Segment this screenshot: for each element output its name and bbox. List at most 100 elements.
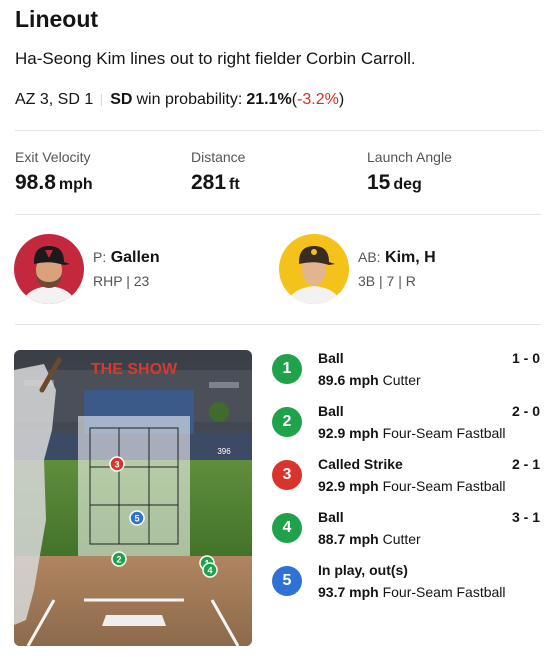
tree-icon	[209, 402, 229, 422]
win-probability-paren-open: (	[291, 91, 298, 108]
pitcher-detail: RHP | 23	[93, 273, 150, 289]
pitch-type: Cutter	[382, 372, 421, 388]
pitch-number-badge: 2	[272, 407, 302, 437]
pitch-count: 1 - 0	[511, 350, 540, 366]
win-probability-team: SD	[110, 91, 133, 108]
pitch-text: Ball 2 - 0 92.9 mph Four-Seam Fastball	[318, 400, 540, 441]
pitch-result: Ball	[318, 350, 344, 366]
stat-launch-angle: Launch Angle 15 deg	[367, 149, 452, 195]
win-probability-paren-close: )	[338, 91, 345, 108]
stat-unit: ft	[229, 176, 240, 193]
pitch-row-3[interactable]: 3 Called Strike 2 - 1 92.9 mph Four-Seam …	[272, 453, 540, 506]
batter-name: Kim, H	[385, 249, 436, 266]
batter-silhouette	[14, 364, 56, 625]
strike-zone-box	[78, 416, 190, 556]
stat-label: Distance	[191, 149, 246, 165]
pitch-marker-2: 2	[111, 551, 127, 567]
pitch-text: In play, out(s) 93.7 mph Four-Seam Fastb…	[318, 559, 540, 600]
stat-unit: deg	[393, 176, 422, 193]
pitch-row-1[interactable]: 1 Ball 1 - 0 89.6 mph Cutter	[272, 347, 540, 400]
pitcher-card[interactable]: P: Gallen RHP | 23	[14, 234, 160, 304]
play-title: Lineout	[15, 6, 99, 32]
pitch-number-badge: 5	[272, 566, 302, 596]
pitch-result-row: Ball 2 - 0	[318, 403, 540, 419]
win-probability-label: win probability:	[136, 91, 243, 108]
batter-headshot-icon	[279, 234, 349, 304]
stat-label: Exit Velocity	[15, 149, 91, 165]
divider	[15, 324, 541, 325]
strike-zone-grid	[90, 428, 178, 544]
stat-value-row: 15 deg	[367, 171, 452, 195]
pitch-count: 2 - 1	[511, 456, 540, 472]
pitch-result-row: Ball 1 - 0	[318, 350, 540, 366]
stat-value: 98.8	[15, 171, 56, 194]
pitch-type: Cutter	[382, 531, 421, 547]
pitch-speed: 88.7 mph	[318, 531, 379, 547]
pitch-marker-label: 4	[207, 566, 212, 576]
stat-exit-velocity: Exit Velocity 98.8 mph	[15, 149, 93, 195]
pitch-detail-row: 92.9 mph Four-Seam Fastball	[318, 425, 540, 441]
scoreboard-text: 396	[217, 447, 231, 456]
pitch-result: Ball	[318, 509, 344, 525]
batter-role: AB:	[358, 249, 381, 265]
pitch-marker-label: 3	[114, 460, 119, 470]
pitch-detail-row: 93.7 mph Four-Seam Fastball	[318, 584, 540, 600]
batter-info: AB: Kim, H 3B | 7 | R	[358, 249, 436, 289]
pitch-row-5[interactable]: 5 In play, out(s) 93.7 mph Four-Seam Fas…	[272, 559, 540, 612]
batter-card[interactable]: AB: Kim, H 3B | 7 | R	[279, 234, 436, 304]
pitch-speed: 93.7 mph	[318, 584, 379, 600]
pitch-count: 3 - 1	[511, 509, 540, 525]
stat-value-row: 98.8 mph	[15, 171, 93, 195]
strike-zone	[89, 427, 179, 545]
stat-label: Launch Angle	[367, 149, 452, 165]
home-plate-icon	[102, 615, 166, 626]
pitch-row-4[interactable]: 4 Ball 3 - 1 88.7 mph Cutter	[272, 506, 540, 559]
pitch-speed: 89.6 mph	[318, 372, 379, 388]
pitch-type: Four-Seam Fastball	[382, 478, 506, 494]
pitch-list: 1 Ball 1 - 0 89.6 mph Cutter 2 Ball 2 - 0 …	[272, 347, 540, 612]
game-score: AZ 3, SD 1	[15, 91, 94, 108]
win-probability-line: AZ 3, SD 1 SD win probability: 21.1% ( -…	[15, 91, 344, 109]
pitch-location-view: THE SHOW 396 3 5 2 1 4	[14, 350, 252, 646]
pitch-number-badge: 1	[272, 354, 302, 384]
pitch-number-badge: 3	[272, 460, 302, 490]
play-description: Ha-Seong Kim lines out to right fielder …	[15, 49, 416, 68]
stat-value-row: 281 ft	[191, 171, 245, 195]
stat-value: 15	[367, 171, 391, 194]
pitch-marker-3: 3	[109, 456, 125, 472]
pitch-speed: 92.9 mph	[318, 425, 379, 441]
pitcher-info: P: Gallen RHP | 23	[93, 249, 160, 289]
batter-name-row: AB: Kim, H	[358, 249, 436, 267]
pitcher-name-row: P: Gallen	[93, 249, 160, 267]
batter-detail: 3B | 7 | R	[358, 273, 416, 289]
pitch-result-row: In play, out(s)	[318, 562, 540, 578]
pitch-text: Ball 3 - 1 88.7 mph Cutter	[318, 506, 540, 547]
pitcher-role: P:	[93, 249, 107, 265]
pitch-text: Ball 1 - 0 89.6 mph Cutter	[318, 347, 540, 388]
pitch-result: In play, out(s)	[318, 562, 408, 578]
bat-icon	[39, 357, 62, 393]
win-probability-delta: -3.2%	[297, 91, 339, 108]
pitch-type: Four-Seam Fastball	[382, 425, 506, 441]
pitch-detail-row: 89.6 mph Cutter	[318, 372, 540, 388]
pitch-speed: 92.9 mph	[318, 478, 379, 494]
pitch-marker-label: 2	[116, 555, 121, 565]
pitcher-headshot-icon	[14, 234, 84, 304]
divider	[15, 214, 541, 215]
stat-distance: Distance 281 ft	[191, 149, 245, 195]
stat-unit: mph	[58, 176, 93, 193]
batters-box-lines	[26, 598, 240, 646]
divider	[15, 130, 541, 131]
pitch-result: Ball	[318, 403, 344, 419]
pitch-detail-row: 92.9 mph Four-Seam Fastball	[318, 478, 540, 494]
stadium-sign: THE SHOW	[91, 361, 178, 378]
pitch-result: Called Strike	[318, 456, 403, 472]
pitch-type: Four-Seam Fastball	[382, 584, 506, 600]
pitcher-name: Gallen	[110, 249, 160, 266]
pitch-result-row: Ball 3 - 1	[318, 509, 540, 525]
pitch-row-2[interactable]: 2 Ball 2 - 0 92.9 mph Four-Seam Fastball	[272, 400, 540, 453]
pitch-result-row: Called Strike 2 - 1	[318, 456, 540, 472]
stat-value: 281	[191, 171, 227, 194]
pitch-marker-5: 5	[129, 510, 145, 526]
pitch-number-badge: 4	[272, 513, 302, 543]
